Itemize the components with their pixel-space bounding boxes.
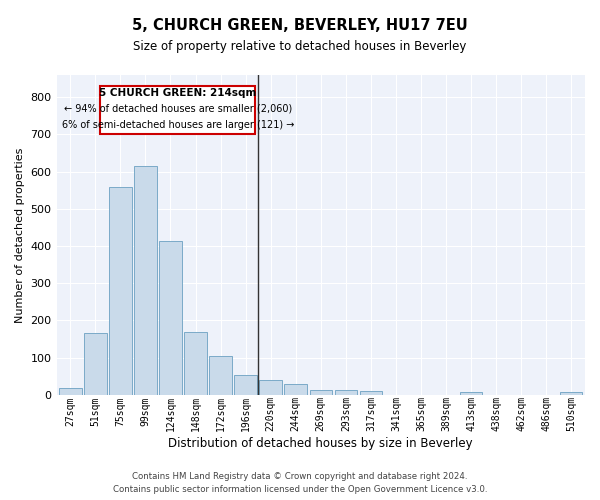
Text: Size of property relative to detached houses in Beverley: Size of property relative to detached ho… [133,40,467,53]
Bar [460,392,482,395]
Bar [84,334,107,395]
Bar [284,384,307,395]
Bar [310,390,332,395]
Text: Contains HM Land Registry data © Crown copyright and database right 2024.: Contains HM Land Registry data © Crown c… [132,472,468,481]
FancyBboxPatch shape [100,86,255,134]
X-axis label: Distribution of detached houses by size in Beverley: Distribution of detached houses by size … [169,437,473,450]
Bar [235,376,257,395]
Bar [109,186,131,395]
Y-axis label: Number of detached properties: Number of detached properties [15,147,25,322]
Bar [259,380,282,395]
Bar [335,390,357,395]
Text: 5 CHURCH GREEN: 214sqm: 5 CHURCH GREEN: 214sqm [99,88,256,98]
Bar [134,166,157,395]
Bar [59,388,82,395]
Text: ← 94% of detached houses are smaller (2,060): ← 94% of detached houses are smaller (2,… [64,104,292,114]
Bar [359,391,382,395]
Text: Contains public sector information licensed under the Open Government Licence v3: Contains public sector information licen… [113,485,487,494]
Bar [209,356,232,395]
Text: 6% of semi-detached houses are larger (121) →: 6% of semi-detached houses are larger (1… [62,120,294,130]
Text: 5, CHURCH GREEN, BEVERLEY, HU17 7EU: 5, CHURCH GREEN, BEVERLEY, HU17 7EU [132,18,468,32]
Bar [560,392,583,395]
Bar [184,332,207,395]
Bar [159,241,182,395]
